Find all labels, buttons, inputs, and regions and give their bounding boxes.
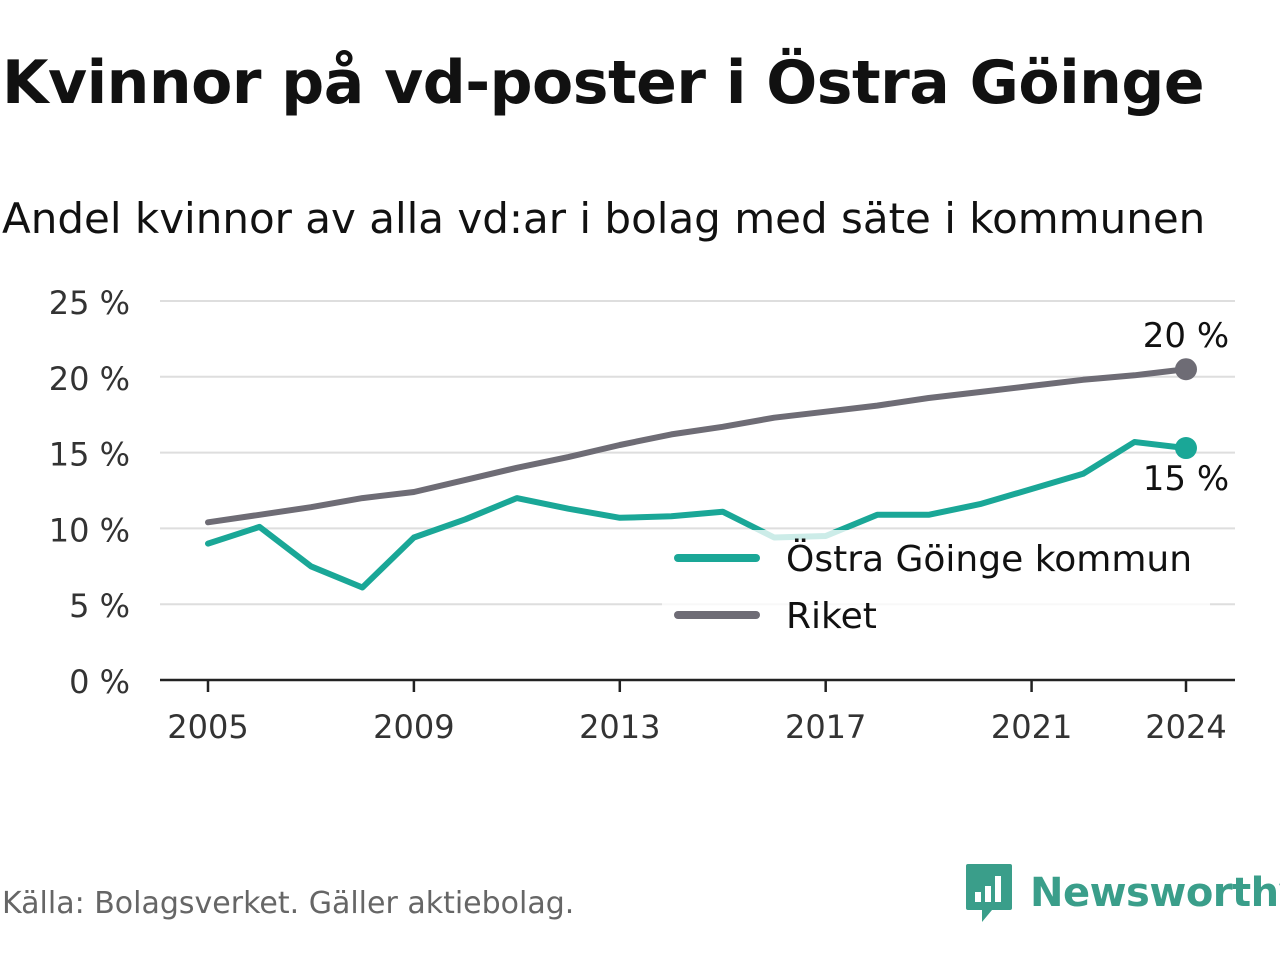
chart-subtitle: Andel kvinnor av alla vd:ar i bolag med … bbox=[2, 194, 1206, 243]
x-tick-label: 2024 bbox=[1145, 708, 1226, 746]
y-tick-label: 15 % bbox=[49, 436, 130, 474]
newsworthy-logo-icon bbox=[966, 864, 1012, 922]
series-lines bbox=[205, 358, 1197, 591]
y-tick-label: 0 % bbox=[69, 663, 130, 701]
end-point-ostra-goinge bbox=[1175, 437, 1197, 460]
legend-label: Riket bbox=[786, 596, 877, 637]
brand-logo: Newsworthy bbox=[964, 862, 1280, 924]
x-axis: 2005 2009 2013 2017 2021 2024 bbox=[160, 678, 1235, 746]
x-tick-label: 2017 bbox=[785, 708, 866, 746]
legend-background bbox=[662, 530, 1210, 646]
chart-title: Kvinnor på vd-poster i Östra Göinge bbox=[2, 48, 1205, 118]
legend: Östra Göinge kommun Riket bbox=[662, 530, 1210, 646]
brand-name: Newsworthy bbox=[1030, 870, 1280, 916]
series-line-riket bbox=[205, 366, 1189, 526]
source-note: Källa: Bolagsverket. Gäller aktiebolag. bbox=[2, 886, 575, 921]
end-point-riket bbox=[1175, 358, 1197, 381]
end-label-riket: 20 % bbox=[1143, 316, 1229, 356]
x-tick-label: 2005 bbox=[167, 708, 248, 746]
x-tick-label: 2013 bbox=[579, 708, 660, 746]
x-tick-label: 2021 bbox=[991, 708, 1072, 746]
y-tick-label: 20 % bbox=[49, 360, 130, 398]
y-tick-label: 25 % bbox=[49, 284, 130, 322]
x-tick-label: 2009 bbox=[373, 708, 454, 746]
y-tick-label: 5 % bbox=[69, 587, 130, 625]
legend-label: Östra Göinge kommun bbox=[786, 538, 1192, 580]
series-line-ostra-goinge bbox=[205, 439, 1189, 591]
y-tick-label: 10 % bbox=[49, 511, 130, 549]
end-labels: 20 % 15 % bbox=[1143, 316, 1229, 499]
end-label-ostra-goinge: 15 % bbox=[1143, 459, 1229, 499]
y-axis-tick-labels: 0 % 5 % 10 % 15 % 20 % 25 % bbox=[49, 284, 130, 701]
